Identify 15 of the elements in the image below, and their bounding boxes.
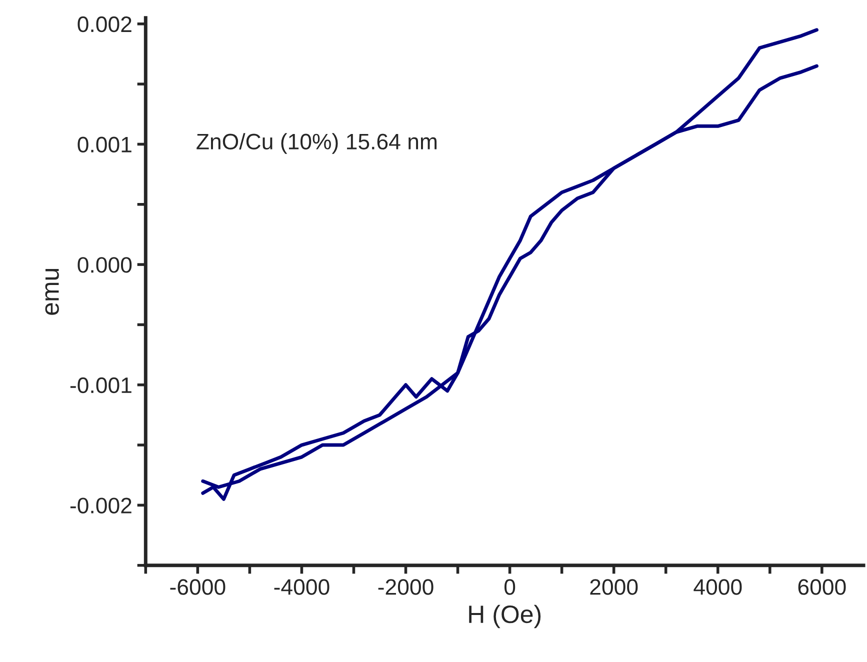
x-tick-label: 2000	[590, 579, 638, 595]
x-tick-label: -6000	[170, 579, 226, 595]
x-tick-label: 6000	[798, 579, 846, 595]
y-tick-label: -0.001	[70, 377, 132, 394]
y-tick-label: 0.000	[78, 257, 132, 273]
y-axis-title: emu	[45, 268, 59, 315]
x-tick-label: 4000	[694, 579, 742, 595]
y-tick-label: -0.002	[70, 498, 132, 514]
x-tick-label: -4000	[274, 579, 330, 595]
x-tick-label: 0	[504, 579, 516, 595]
x-tick-label: -2000	[378, 579, 434, 595]
annotation: ZnO/Cu (10%) 15.64 nm	[196, 133, 437, 154]
x-axis-title: H (Oe)	[469, 604, 541, 628]
y-tick-label: 0.001	[78, 136, 132, 152]
y-tick-label: 0.002	[78, 16, 132, 32]
